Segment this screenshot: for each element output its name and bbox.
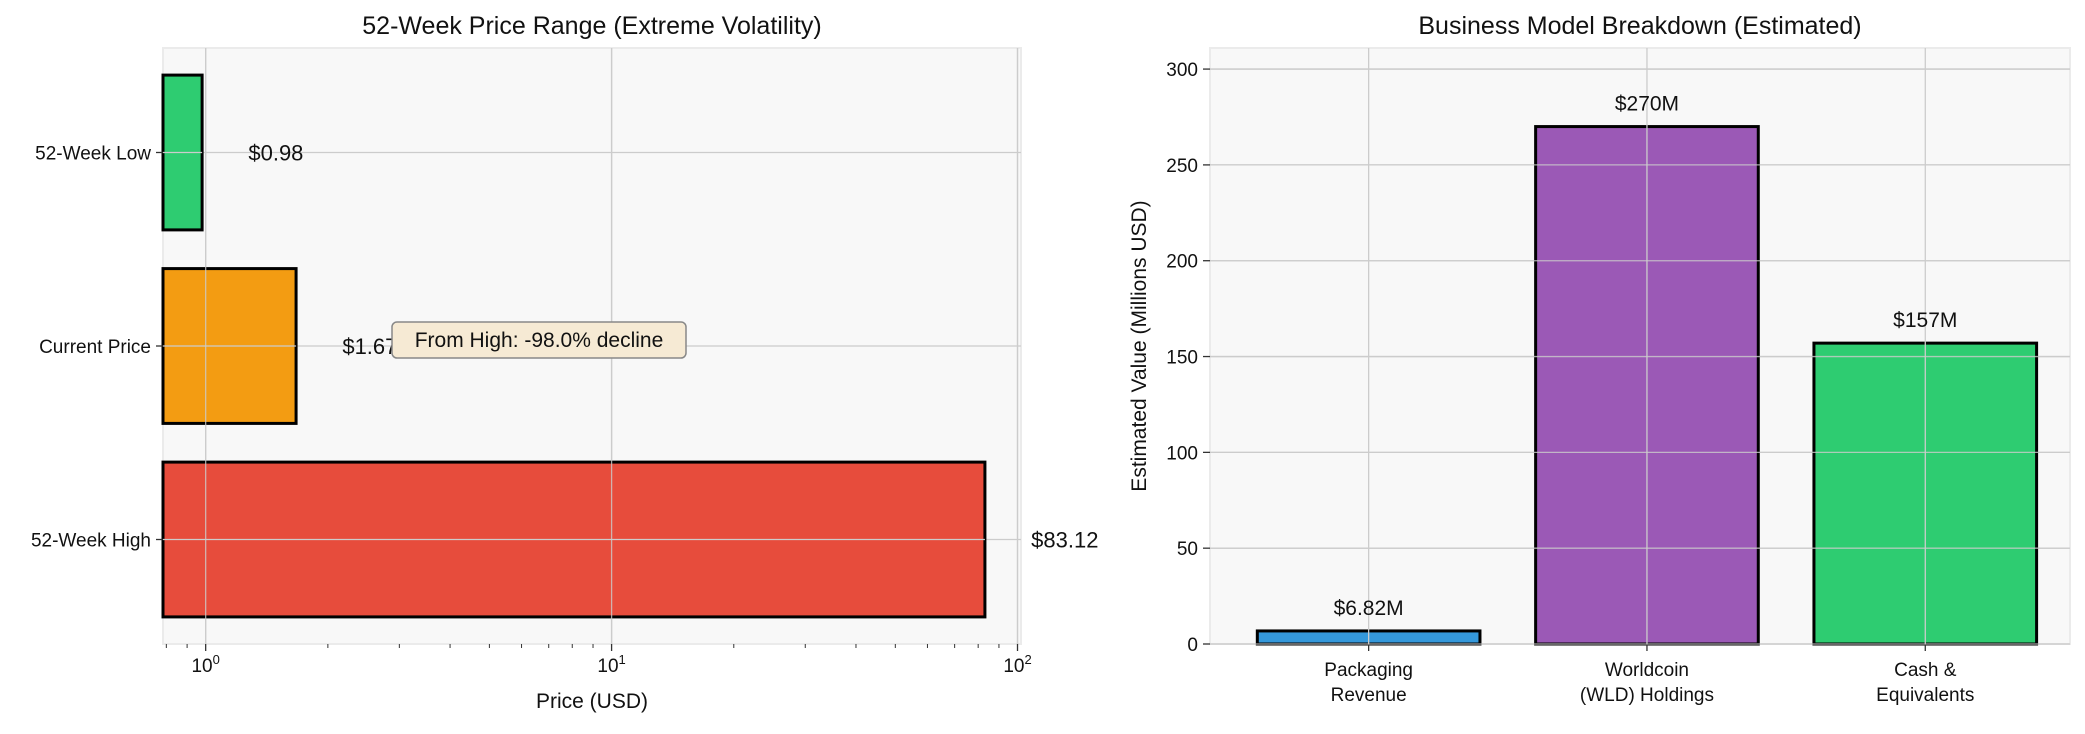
x-tick-label: Worldcoin xyxy=(1605,660,1689,681)
y-tick-label: 100 xyxy=(1166,443,1198,464)
annotation-text: From High: -98.0% decline xyxy=(415,329,664,352)
data-label: $157M xyxy=(1893,309,1957,332)
y-tick-label: 0 xyxy=(1187,635,1198,656)
y-tick-label: Current Price xyxy=(39,337,151,358)
data-label: $270M xyxy=(1615,93,1679,116)
x-tick-label: Packaging xyxy=(1324,660,1413,681)
y-axis-label: Estimated Value (Millions USD) xyxy=(1128,200,1151,491)
chart-title: 52-Week Price Range (Extreme Volatility) xyxy=(362,12,821,40)
business-model-chart: Business Model Breakdown (Estimated) 0 50 1… xyxy=(1128,12,2071,706)
x-tick-label: (WLD) Holdings xyxy=(1580,685,1714,706)
y-tick-label: 300 xyxy=(1166,60,1198,81)
y-tick-label: 250 xyxy=(1166,156,1198,177)
data-label: $0.98 xyxy=(248,140,303,165)
x-axis-label: Price (USD) xyxy=(536,690,648,713)
y-tick-label: 50 xyxy=(1177,539,1198,560)
price-range-chart: 52-Week Price Range (Extreme Volatility)… xyxy=(31,12,1099,713)
data-label: $83.12 xyxy=(1031,528,1098,553)
y-tick-label: 52-Week High xyxy=(31,531,151,552)
y-tick-label: 150 xyxy=(1166,348,1198,369)
x-tick-label: 100 xyxy=(191,652,219,677)
data-label: $6.82M xyxy=(1334,597,1404,620)
annotation: From High: -98.0% decline xyxy=(391,321,687,359)
x-tick-label: Equivalents xyxy=(1876,685,1974,706)
y-tick-label: 52-Week Low xyxy=(35,143,151,164)
chart-title: Business Model Breakdown (Estimated) xyxy=(1418,12,1861,40)
y-tick-label: 200 xyxy=(1166,252,1198,273)
data-label: $1.67 xyxy=(342,334,397,359)
x-tick-label: Cash & xyxy=(1894,660,1957,681)
x-tick-label: 101 xyxy=(597,652,625,677)
x-tick-label: Revenue xyxy=(1331,685,1407,706)
annotation-box xyxy=(391,321,687,359)
x-tick-label: 102 xyxy=(1003,652,1031,677)
